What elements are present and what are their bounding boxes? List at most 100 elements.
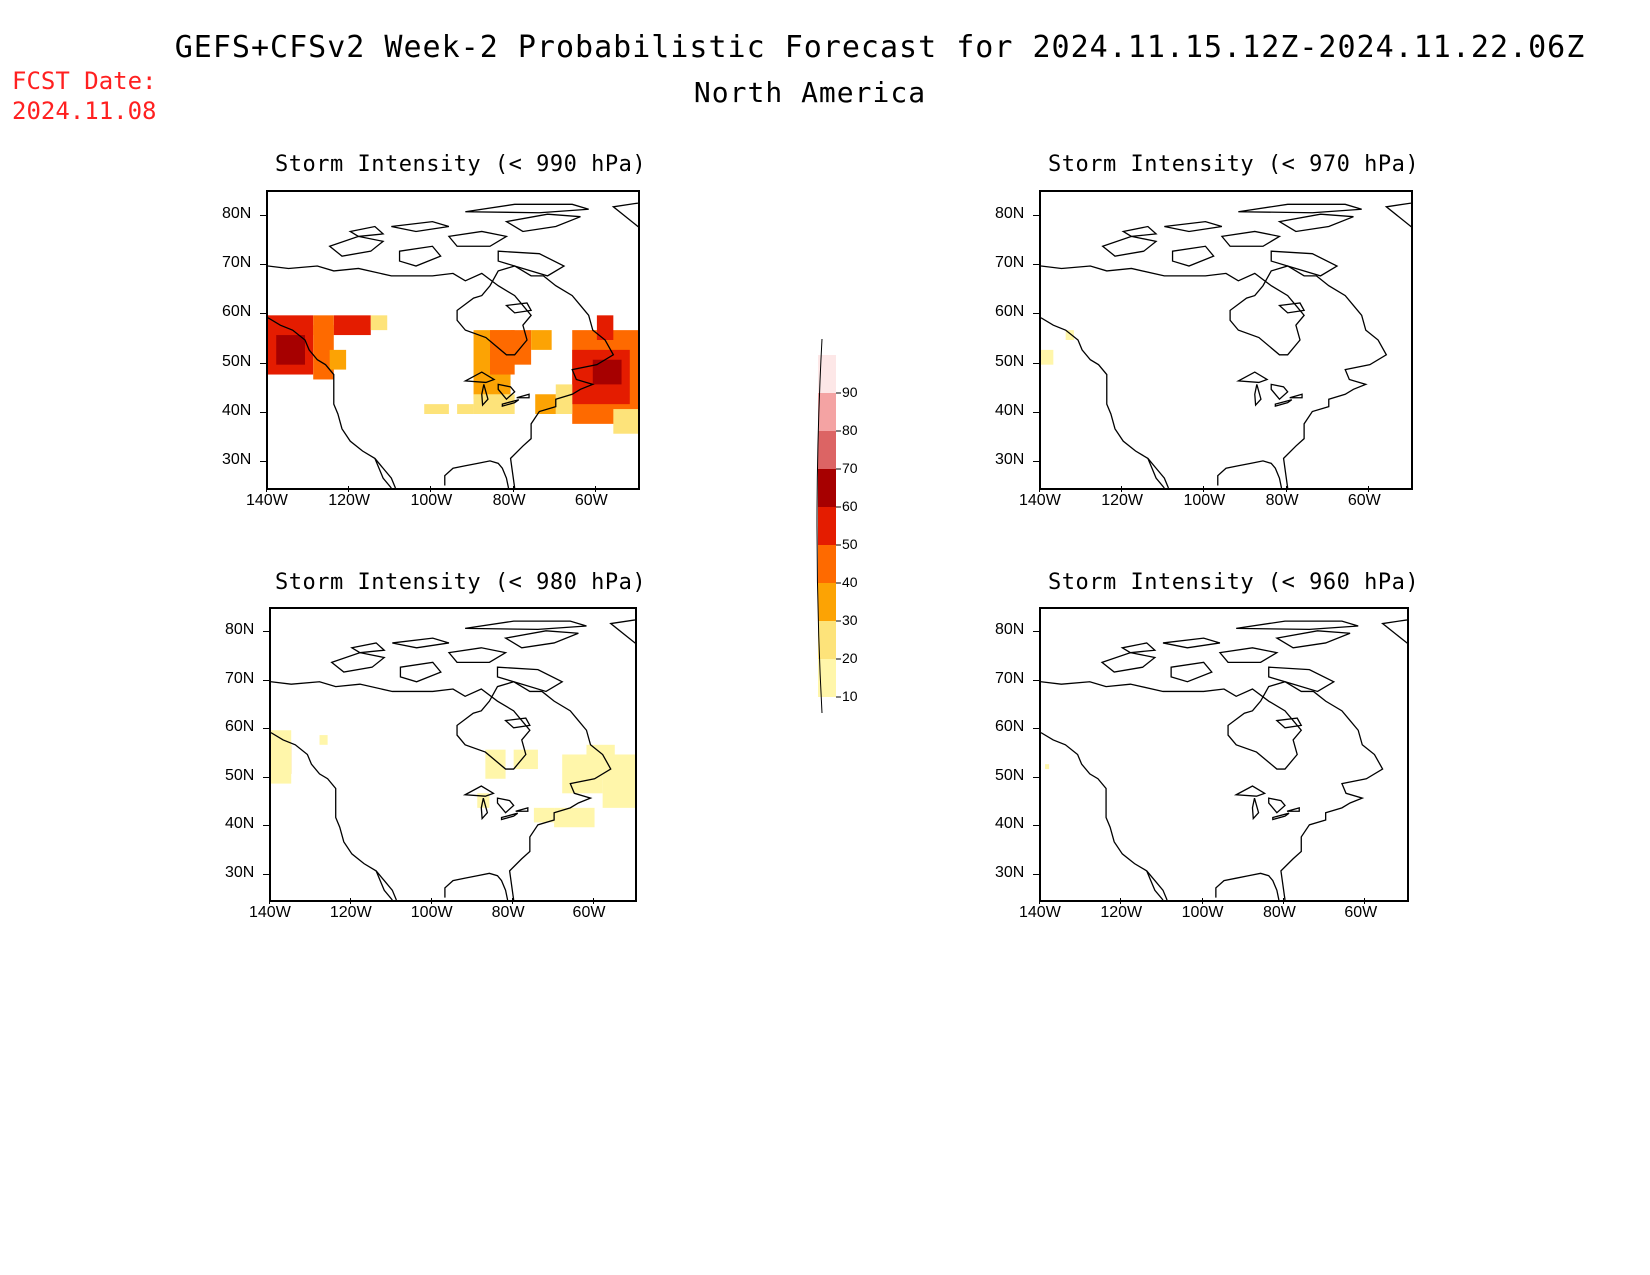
island-outline — [1277, 213, 1354, 233]
lat-tick-label: 50N — [995, 352, 1025, 370]
probability-cell — [554, 807, 595, 828]
lat-tick-label: 40N — [225, 815, 255, 833]
coastline — [1215, 872, 1280, 900]
island-outline — [348, 225, 385, 238]
forecast-date-value: 2024.11.08 — [12, 97, 157, 125]
forecast-date-block: FCST Date: 2024.11.08 — [12, 66, 157, 126]
island-outline — [497, 250, 566, 277]
probability-cell — [1041, 349, 1054, 365]
lat-tick-label: 80N — [222, 204, 252, 222]
lon-tick-mark — [1120, 898, 1122, 904]
island-outline — [465, 620, 587, 631]
island-outline — [1268, 666, 1336, 693]
lat-tick-label: 50N — [222, 352, 252, 370]
lat-tick-mark — [1033, 461, 1039, 463]
lat-tick-mark — [263, 776, 269, 778]
colorbar-tick-label: 80 — [842, 422, 858, 438]
lon-tick-label: 120W — [329, 904, 372, 921]
lon-tick-label: 140W — [1019, 904, 1061, 921]
probability-cell — [533, 807, 555, 823]
island-outline — [1100, 651, 1157, 673]
lat-tick-mark — [260, 461, 266, 463]
colorbar-segment — [818, 393, 836, 431]
lat-tick-mark — [260, 264, 266, 265]
colorbar — [810, 335, 870, 745]
lat-tick-label: 40N — [222, 402, 252, 419]
coastline — [1217, 460, 1283, 488]
lon-tick-mark — [512, 486, 514, 492]
island-outline — [496, 797, 515, 814]
island-outline — [480, 797, 489, 821]
probability-cell — [535, 394, 556, 414]
lon-tick-mark — [266, 486, 267, 492]
lon-tick-label: 80W — [491, 904, 525, 921]
lon-tick-mark — [592, 898, 594, 904]
lat-tick-label: 30N — [995, 863, 1025, 881]
lon-tick-label: 60W — [574, 492, 608, 509]
island-outline — [1218, 647, 1279, 663]
colorbar-segment — [818, 583, 836, 621]
lat-tick-label: 30N — [225, 863, 255, 881]
forecast-date-label: FCST Date: — [12, 67, 157, 95]
probability-cell — [457, 404, 474, 414]
island-outline — [504, 302, 533, 314]
island-outline — [392, 637, 450, 649]
lon-tick-label: 120W — [1101, 492, 1144, 509]
panel-980-title: Storm Intensity (< 980 hPa) — [275, 570, 647, 595]
lon-tick-mark — [430, 486, 432, 492]
map-panel-970 — [1039, 190, 1413, 490]
coastline — [444, 872, 509, 900]
colorbar-graphic — [816, 338, 841, 714]
island-outline — [1101, 235, 1158, 257]
island-outline — [504, 213, 581, 233]
lat-tick-label: 40N — [995, 815, 1025, 833]
island-outline — [500, 812, 519, 821]
panel-970-title: Storm Intensity (< 970 hPa) — [1048, 152, 1420, 177]
lat-tick-label: 50N — [225, 766, 255, 784]
island-outline — [611, 202, 638, 228]
lat-tick-label: 80N — [225, 621, 255, 639]
island-outline — [465, 203, 589, 214]
island-outline — [1162, 637, 1221, 649]
colorbar-outline — [816, 338, 823, 714]
probability-cell — [586, 744, 615, 770]
coastline — [268, 265, 615, 488]
region-subtitle: North America — [693, 76, 927, 109]
island-outline — [501, 399, 520, 407]
colorbar-segment — [818, 431, 836, 469]
island-outline — [1164, 220, 1223, 233]
lat-tick-label: 30N — [222, 451, 252, 469]
lon-tick-label: 100W — [410, 904, 453, 921]
lon-tick-label: 120W — [328, 492, 371, 509]
lon-tick-mark — [348, 486, 350, 492]
probability-cell — [329, 349, 347, 370]
lon-tick-mark — [1121, 486, 1123, 492]
colorbar-segment — [818, 545, 836, 583]
map-panel-980 — [269, 607, 637, 902]
coastline — [444, 460, 510, 488]
island-outline — [398, 245, 442, 267]
lat-tick-mark — [1033, 412, 1039, 413]
lat-tick-label: 60N — [222, 303, 252, 321]
probability-cell — [592, 359, 622, 385]
colorbar-tick-label: 90 — [842, 384, 858, 400]
lat-tick-mark — [260, 214, 266, 216]
colorbar-tick-label: 10 — [842, 688, 858, 704]
probability-cell — [424, 404, 449, 414]
lat-tick-mark — [263, 873, 269, 875]
colorbar-tick-label: 30 — [842, 612, 858, 628]
map-graphic — [1041, 619, 1407, 900]
lon-tick-mark — [430, 898, 432, 904]
panel-960-title: Storm Intensity (< 960 hPa) — [1048, 570, 1420, 595]
probability-cell — [513, 749, 538, 770]
island-outline — [328, 235, 385, 257]
island-outline — [1238, 203, 1362, 214]
island-outline — [399, 661, 442, 683]
lat-tick-label: 80N — [995, 204, 1025, 222]
colorbar-tick-label: 20 — [842, 650, 858, 666]
island-outline — [1272, 812, 1290, 821]
island-outline — [609, 619, 635, 644]
lat-tick-mark — [263, 825, 269, 827]
island-outline — [1274, 399, 1293, 407]
lat-tick-label: 50N — [995, 766, 1025, 784]
